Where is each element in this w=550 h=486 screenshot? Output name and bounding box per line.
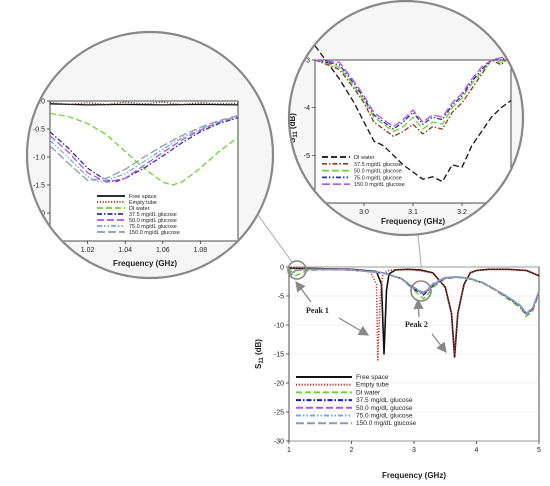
main-y-ticks: 0 -5 -10 -15 -20 -25 -30 <box>274 265 289 446</box>
main-legend-label-75-0-mg-dl-glucose: 75.0 mg/dL glucose <box>356 413 413 420</box>
inset2-y-tick-label: -3 <box>304 58 310 65</box>
inset1-legend-label-75-0-mg-dl-glucose: 75.0 mg/dL glucose <box>129 224 177 230</box>
main-y-tick-label: -20 <box>274 381 284 388</box>
inset2-legend-label-75-0-mg-dl-glucose: 75.0 mg/dL glucose <box>354 175 402 181</box>
main-y-tick-label: 0 <box>280 265 284 272</box>
inset2-x-tick-label: 3.1 <box>408 209 418 216</box>
inset2-series-75-0-mg-dl-glucose-line <box>314 54 512 130</box>
main-chart: 1 2 3 4 5 0 -5 -10 -15 -20 -25 -30 Frequency (GHz)… <box>254 260 541 480</box>
inset2-series-di-water-line <box>314 45 512 183</box>
connector-line-peak1 <box>257 214 293 263</box>
inset2-x-tick-label: 3.0 <box>359 209 369 216</box>
inset2-series-group <box>314 45 512 183</box>
main-series-empty-tube-line <box>288 267 540 361</box>
inset2-series-150-0-mg-dl-glucose-line <box>314 54 512 128</box>
inset2-y-tick-label: -6 <box>304 201 310 208</box>
inset2-y-axis-label: S11 (dB) <box>288 113 299 143</box>
inset1-series-150-0-mg-dl-glucose-line <box>49 114 239 182</box>
inset1-x-tick-label: 1.02 <box>81 247 95 254</box>
main-annotations: Peak 1 Peak 2 <box>287 260 447 354</box>
main-y-tick-label: -30 <box>274 439 284 446</box>
main-x-tick-label: 2 <box>350 447 354 454</box>
main-legend-label-di-water: DI water <box>356 389 381 396</box>
inset2-x-tick-label: 3.3 <box>506 209 516 216</box>
main-x-tick-label: 4 <box>475 447 479 454</box>
inset1-series-37-5-mg-dl-glucose-line <box>49 117 239 183</box>
inset1-x-tick-label: 1.04 <box>118 247 132 254</box>
main-series-group <box>288 267 540 361</box>
peak2-label: Peak 2 <box>405 320 428 329</box>
inset1-series-free-space-line <box>49 103 239 106</box>
inset1-series-empty-tube-line <box>49 101 239 106</box>
inset2-x-tick-label: 2.9 <box>310 209 320 216</box>
main-y-axis-label: S11 (dB) <box>254 339 265 369</box>
peak1-label: Peak 1 <box>306 306 329 315</box>
inset1-x-tick-label: 1.08 <box>194 247 208 254</box>
inset1-y-axis-label: S11 (dB) <box>13 155 24 185</box>
main-legend-label-150-0-mg-dl-glucose: 150.0 mg/dL glucose <box>356 420 416 427</box>
inset1-x-tick-label: 1.06 <box>156 247 170 254</box>
main-y-tick-label: -15 <box>274 352 284 359</box>
inset1-series-50-0-mg-dl-glucose-line <box>49 116 239 183</box>
peak2-arrow-a <box>413 298 424 318</box>
main-x-ticks: 1 2 3 4 5 <box>287 441 541 454</box>
inset1-legend-label-150-0-mg-dl-glucose: 150.0 mg/dL glucose <box>129 230 180 236</box>
main-x-tick-label: 1 <box>287 447 291 454</box>
main-x-tick-label: 5 <box>537 447 541 454</box>
inset2-legend-label-150-0-mg-dl-glucose: 150.0 mg/dL glucose <box>354 182 405 188</box>
inset2-plot-area <box>314 59 512 204</box>
inset2-x-axis-label: Frequency (GHz) <box>381 217 445 226</box>
resonance-arrow-1 <box>338 317 370 336</box>
inset2-series-37-5-mg-dl-glucose-line <box>314 54 512 137</box>
inset1-series-di-water-line <box>49 112 239 186</box>
inset1-legend-label-37-5-mg-dl-glucose: 37.5 mg/dL glucose <box>129 212 177 218</box>
peak1-highlight-circle <box>287 260 307 280</box>
inset1-legend-label-free-space: Free space <box>129 194 157 200</box>
inset1-legend-label-di-water: DI water <box>129 206 150 212</box>
main-y-tick-label: -25 <box>274 410 284 417</box>
inset2-legend-label-37-5-mg-dl-glucose: 37.5 mg/dL glucose <box>354 162 402 168</box>
inset2-series-50-0-mg-dl-glucose-line <box>314 54 512 133</box>
main-y-tick-label: -10 <box>274 323 284 330</box>
main-legend-label-free-space: Free space <box>356 374 389 381</box>
inset1-legend-label-50-0-mg-dl-glucose: 50.0 mg/dL glucose <box>129 218 177 224</box>
inset1-y-tick-label: -0.5 <box>33 127 45 134</box>
inset1-series-75-0-mg-dl-glucose-line <box>49 115 239 183</box>
main-legend-label-empty-tube: Empty tube <box>356 382 389 389</box>
main-x-axis-label: Frequency (GHz) <box>382 471 446 480</box>
inset1-y-tick-label: -2.5 <box>33 239 45 246</box>
inset2-legend-label-di-water: DI water <box>354 155 375 161</box>
resonance-arrow-2 <box>431 333 447 354</box>
inset1-lens-border <box>25 30 275 280</box>
inset1-chart: 1.00 1.02 1.04 1.06 1.08 1.10 0.0-0.5-1.0-1.5… <box>13 30 275 280</box>
inset2-x-tick-label: 3.2 <box>457 209 467 216</box>
inset1-x-axis-label: Frequency (GHz) <box>113 259 177 268</box>
main-legend-label-50-0-mg-dl-glucose: 50.0 mg/dL glucose <box>356 405 413 412</box>
main-x-tick-label: 3 <box>412 447 416 454</box>
main-y-tick-label: -5 <box>278 294 284 301</box>
inset2-y-tick-label: -5 <box>304 153 310 160</box>
inset1-y-tick-label: -1.5 <box>33 183 45 190</box>
inset2-chart: 2.9 3.0 3.1 3.2 3.3 -3 -4 -5 -6 Frequency (GHz)… <box>287 0 525 237</box>
inset2-legend-label-50-0-mg-dl-glucose: 50.0 mg/dL glucose <box>354 169 402 175</box>
inset1-y-tick-label: -1.0 <box>33 155 45 162</box>
peak1-arrow <box>295 280 312 303</box>
inset2-y-tick-label: -4 <box>304 105 310 112</box>
inset1-series-group <box>49 101 239 186</box>
inset1-legend-label-empty-tube: Empty tube <box>129 200 157 206</box>
inset1-x-tick-label: 1.10 <box>231 247 245 254</box>
inset2-lens-border <box>287 0 525 237</box>
main-series-150-0-mg-dl-glucose-line <box>288 268 540 315</box>
main-legend-label-37-5-mg-dl-glucose: 37.5 mg/dL glucose <box>356 397 413 404</box>
inset1-x-tick-label: 1.00 <box>43 247 57 254</box>
